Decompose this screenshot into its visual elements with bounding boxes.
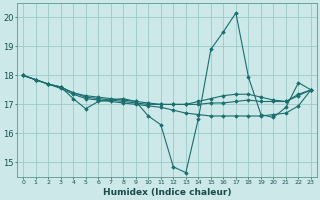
X-axis label: Humidex (Indice chaleur): Humidex (Indice chaleur): [103, 188, 231, 197]
